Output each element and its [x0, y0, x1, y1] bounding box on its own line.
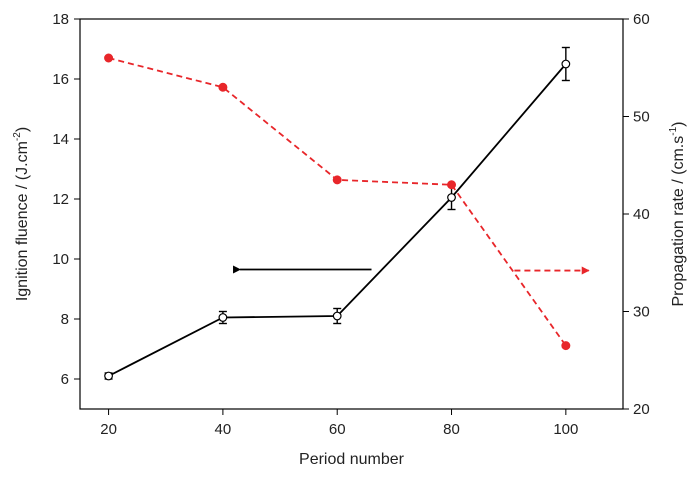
series-2-line — [108, 57, 567, 347]
right-y-tick-label: 50 — [633, 109, 650, 126]
right-y-tick-label: 20 — [633, 401, 650, 418]
left-y-tick-label: 14 — [52, 131, 69, 148]
right-y-tick-label: 60 — [633, 11, 650, 28]
right-y-tick-label: 40 — [633, 206, 650, 223]
series-2-point — [332, 175, 342, 185]
x-axis-title: Period number — [299, 451, 405, 468]
plot-border — [79, 18, 624, 410]
series-2-point — [218, 82, 228, 92]
left-y-tick-label: 18 — [52, 11, 69, 28]
series-1-line — [108, 63, 567, 377]
series-1-point — [218, 313, 228, 322]
right-y-axis-title-main: Propagation rate / (cm.s — [670, 136, 687, 307]
left-y-tick-label: 8 — [61, 311, 69, 328]
x-tick-label: 40 — [215, 421, 232, 438]
left-y-axis-ticks: 6 8 10 12 14 16 18 — [52, 11, 80, 388]
x-tick-label: 20 — [100, 421, 117, 438]
series-2-point — [104, 53, 114, 63]
left-y-axis-title: Ignition fluence / (J.cm-2) — [12, 127, 31, 301]
right-y-axis-title-end: ) — [670, 122, 687, 127]
series-1-point — [561, 59, 571, 69]
x-axis-ticks: 20 40 60 80 100 — [100, 409, 578, 438]
series-1-point — [332, 311, 342, 321]
series-2-point — [447, 180, 457, 190]
x-tick-label: 80 — [443, 421, 460, 438]
series-layer — [104, 46, 571, 381]
left-y-axis-title-sup: -2 — [12, 132, 23, 141]
x-tick-label: 60 — [329, 421, 346, 438]
series-1-point — [447, 193, 456, 202]
series-1-point — [104, 371, 113, 381]
left-y-tick-label: 12 — [52, 191, 69, 208]
left-y-axis-title-main: Ignition fluence / (J.cm — [14, 141, 31, 301]
x-tick-label: 100 — [553, 421, 578, 438]
right-y-tick-label: 30 — [633, 304, 650, 321]
left-y-tick-label: 16 — [52, 71, 69, 88]
series-2-point — [561, 341, 571, 351]
plot-frame — [79, 18, 624, 410]
left-y-tick-label: 10 — [52, 251, 69, 268]
right-y-axis-title: Propagation rate / (cm.s-1) — [668, 122, 687, 307]
annotation-layer — [233, 265, 590, 275]
right-y-axis-title-sup: -1 — [668, 126, 679, 135]
right-y-axis-ticks: 20 30 40 50 60 — [623, 11, 650, 418]
left-y-tick-label: 6 — [61, 371, 69, 388]
left-y-axis-title-end: ) — [14, 127, 31, 132]
